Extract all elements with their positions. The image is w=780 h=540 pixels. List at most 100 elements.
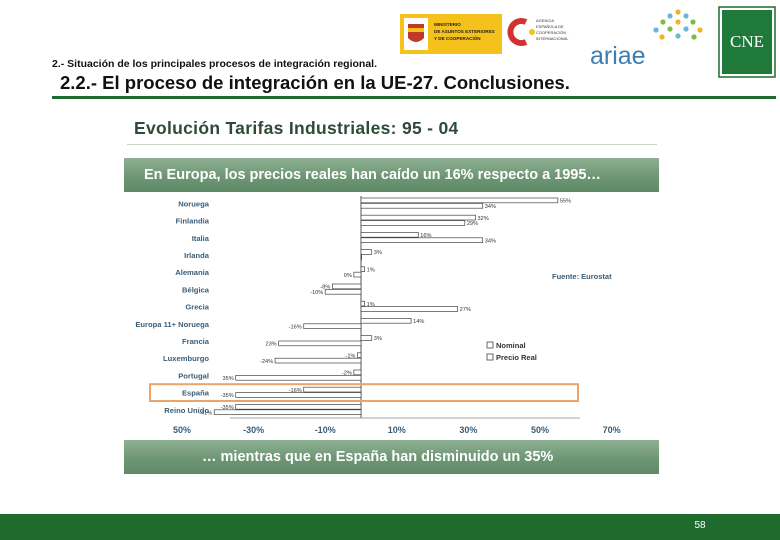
highlight-row bbox=[149, 383, 579, 403]
data-label-real-alemania: 0% bbox=[344, 273, 352, 279]
cne-logo-text: CNE bbox=[730, 32, 764, 51]
data-label-nominal-espana: -16% bbox=[289, 388, 302, 394]
ministry-logo: MINISTERIO DE ASUNTOS EXTERIORES Y DE CO… bbox=[400, 14, 502, 54]
bar-real-europa-11-noruega bbox=[303, 323, 362, 329]
chart-banner-top: En Europa, los precios reales han caído … bbox=[124, 158, 659, 192]
category-label-noruega: Noruega bbox=[178, 199, 210, 208]
legend: Nominal Precio Real bbox=[486, 341, 537, 362]
bar-nominal-francia bbox=[360, 335, 373, 341]
page-number: 58 bbox=[694, 520, 706, 531]
data-label-nominal-europa-11-noruega: 14% bbox=[413, 319, 424, 325]
data-label-nominal-finlandia: 32% bbox=[478, 216, 489, 222]
bar-real-luxemburgo bbox=[274, 357, 362, 364]
category-label-finlandia: Finlandia bbox=[176, 217, 210, 226]
aecid-logo-line: INTERNACIONAL bbox=[536, 36, 569, 41]
section-note: 2.- Situación de los principales proceso… bbox=[52, 58, 377, 70]
aecid-logo: AGENCIA ESPAÑOLA DE COOPERACIÓN INTERNAC… bbox=[507, 18, 569, 46]
legend-label-nominal: Nominal bbox=[496, 341, 526, 350]
category-label-europa-11-noruega: Europa 11+ Noruega bbox=[135, 320, 209, 329]
bar-real-finlandia bbox=[360, 220, 466, 226]
chart-title-underline bbox=[127, 144, 657, 145]
bar-real-portugal bbox=[235, 375, 362, 381]
data-label-nominal-luxemburgo: -1% bbox=[345, 353, 355, 359]
data-label-real-finlandia: 29% bbox=[467, 221, 478, 227]
bar-nominal-grecia bbox=[360, 300, 365, 307]
x-tick-label: -10% bbox=[315, 425, 336, 435]
bar-nominal-portugal bbox=[353, 369, 362, 376]
category-label-italia: Italia bbox=[192, 234, 210, 243]
bar-real-belgica bbox=[324, 289, 362, 295]
category-label-grecia: Grecia bbox=[185, 303, 209, 312]
bar-real-espana bbox=[235, 392, 362, 398]
x-tick-label: 30% bbox=[459, 425, 477, 435]
legend-swatch-real bbox=[486, 353, 494, 361]
bar-nominal-reino-unido bbox=[235, 404, 362, 410]
bar-nominal-luxemburgo bbox=[357, 352, 362, 358]
x-tick-label: 70% bbox=[603, 425, 621, 435]
data-label-nominal-reino-unido: -35% bbox=[221, 405, 234, 411]
data-label-real-noruega: 34% bbox=[485, 204, 496, 210]
chart-banner-bottom: … mientras que en España han disminuido … bbox=[124, 440, 659, 474]
data-label-real-belgica: -10% bbox=[310, 290, 323, 296]
ariae-logo-text: ariae bbox=[590, 42, 646, 70]
bar-nominal-europa-11-noruega bbox=[360, 318, 412, 324]
category-label-belgica: Bélgica bbox=[182, 285, 210, 294]
data-label-nominal-portugal: -2% bbox=[342, 371, 352, 377]
footer-bar bbox=[0, 514, 780, 540]
data-label-real-luxemburgo: -24% bbox=[260, 359, 273, 365]
bar-nominal-belgica bbox=[332, 283, 362, 290]
bar-real-grecia bbox=[360, 306, 459, 312]
data-label-real-portugal: 35% bbox=[222, 376, 233, 382]
ministry-logo-line: Y DE COOPERACIÓN bbox=[434, 34, 481, 41]
bar-real-francia bbox=[278, 340, 362, 347]
aecid-logo-line: ESPAÑOLA DE bbox=[536, 24, 564, 29]
data-label-real-europa-11-noruega: -16% bbox=[289, 324, 302, 330]
data-label-real-grecia: 27% bbox=[460, 307, 471, 313]
title-divider bbox=[52, 96, 776, 99]
data-label-real-francia: 23% bbox=[265, 342, 276, 348]
data-label-nominal-grecia: 1% bbox=[367, 302, 375, 308]
bar-nominal-espana bbox=[303, 386, 362, 393]
data-label-nominal-noruega: 55% bbox=[560, 199, 571, 205]
ariae-logo: ariae bbox=[590, 9, 703, 70]
bar-nominal-noruega bbox=[360, 197, 559, 204]
data-label-real-reino-unido: -41% bbox=[199, 410, 212, 416]
legend-label-real: Precio Real bbox=[496, 353, 537, 362]
page-title: 2.2.- El proceso de integración en la UE… bbox=[60, 72, 570, 93]
bar-nominal-finlandia bbox=[360, 214, 476, 221]
category-label-reino-unido: Reino Unido bbox=[164, 406, 209, 415]
source-note: Fuente: Eurostat bbox=[552, 272, 612, 281]
category-label-francia: Francia bbox=[182, 337, 210, 346]
x-tick-label: 10% bbox=[388, 425, 406, 435]
bar-real-alemania bbox=[353, 271, 362, 278]
bar-real-italia bbox=[360, 237, 484, 243]
x-tick-label: -30% bbox=[243, 425, 264, 435]
data-label-nominal-alemania: 1% bbox=[367, 267, 375, 273]
cne-logo: CNE bbox=[718, 6, 776, 78]
chart-title: Evolución Tarifas Industriales: 95 - 04 bbox=[134, 118, 459, 138]
aecid-logo-line: AGENCIA bbox=[536, 18, 554, 23]
data-label-nominal-irlanda: 3% bbox=[374, 250, 382, 256]
category-label-alemania: Alemania bbox=[175, 268, 210, 277]
partner-logos: MINISTERIO DE ASUNTOS EXTERIORES Y DE CO… bbox=[400, 6, 776, 78]
category-label-portugal: Portugal bbox=[178, 371, 209, 380]
legend-swatch-nominal bbox=[486, 341, 494, 349]
bar-nominal-alemania bbox=[360, 266, 365, 272]
x-tick-label: 50% bbox=[531, 425, 549, 435]
x-tick-label: 50% bbox=[173, 425, 191, 435]
category-label-espana: España bbox=[182, 389, 210, 398]
data-label-nominal-italia: 16% bbox=[420, 233, 431, 239]
ministry-logo-line: DE ASUNTOS EXTERIORES bbox=[434, 29, 495, 34]
bar-real-irlanda bbox=[360, 254, 362, 261]
bar-nominal-irlanda bbox=[360, 249, 373, 255]
bar-real-noruega bbox=[360, 203, 484, 209]
category-label-luxemburgo: Luxemburgo bbox=[163, 354, 209, 363]
data-label-nominal-belgica: -8% bbox=[320, 285, 330, 291]
data-label-nominal-francia: 3% bbox=[374, 336, 382, 342]
ministry-logo-line: MINISTERIO bbox=[434, 22, 461, 27]
data-label-real-espana: -35% bbox=[221, 393, 234, 399]
category-label-irlanda: Irlanda bbox=[184, 251, 210, 260]
data-label-real-italia: 34% bbox=[485, 238, 496, 244]
bar-real-reino-unido bbox=[213, 409, 362, 415]
